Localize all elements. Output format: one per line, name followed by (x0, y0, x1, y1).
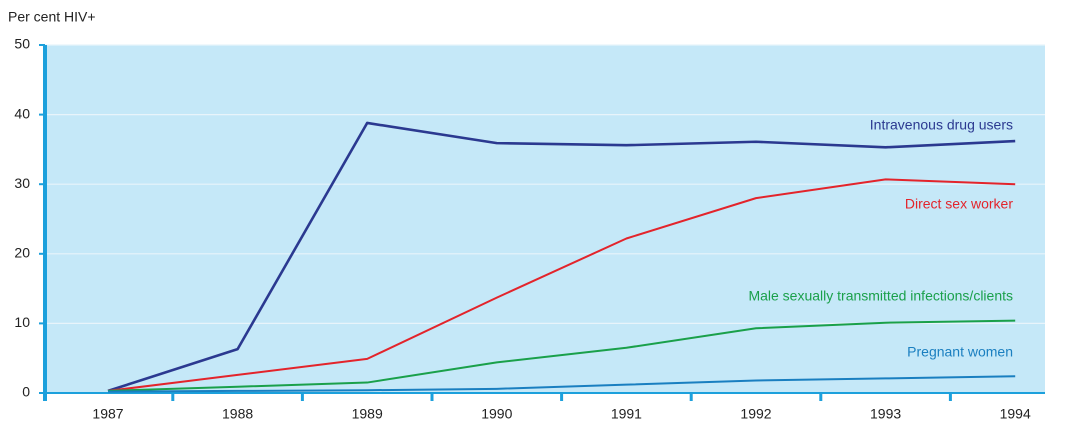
plot-background (45, 45, 1045, 393)
series-label: Direct sex worker (905, 196, 1013, 212)
series-line (107, 319, 1016, 392)
x-tick-label: 1992 (740, 406, 771, 422)
series-label: Pregnant women (907, 344, 1013, 360)
y-tick-label: 10 (14, 314, 30, 330)
x-tick-label: 1987 (92, 406, 123, 422)
y-tick-label: 20 (14, 245, 30, 261)
series-label: Male sexually transmitted infections/cli… (748, 288, 1013, 304)
series-line (107, 178, 1016, 392)
series-line (107, 121, 1016, 393)
x-tick-label: 1989 (352, 406, 383, 422)
y-tick-label: 0 (22, 384, 30, 400)
series-label: Intravenous drug users (870, 117, 1013, 133)
series-line (107, 375, 1016, 393)
y-tick-label: 40 (14, 105, 30, 121)
y-tick-label: 30 (14, 175, 30, 191)
x-tick-label: 1993 (870, 406, 901, 422)
x-tick-label: 1990 (481, 406, 512, 422)
x-tick-label: 1991 (611, 406, 642, 422)
x-tick-label: 1988 (222, 406, 253, 422)
y-axis-label: Per cent HIV+ (8, 9, 96, 25)
x-tick-label: 1994 (1000, 406, 1031, 422)
y-tick-label: 50 (14, 36, 30, 52)
